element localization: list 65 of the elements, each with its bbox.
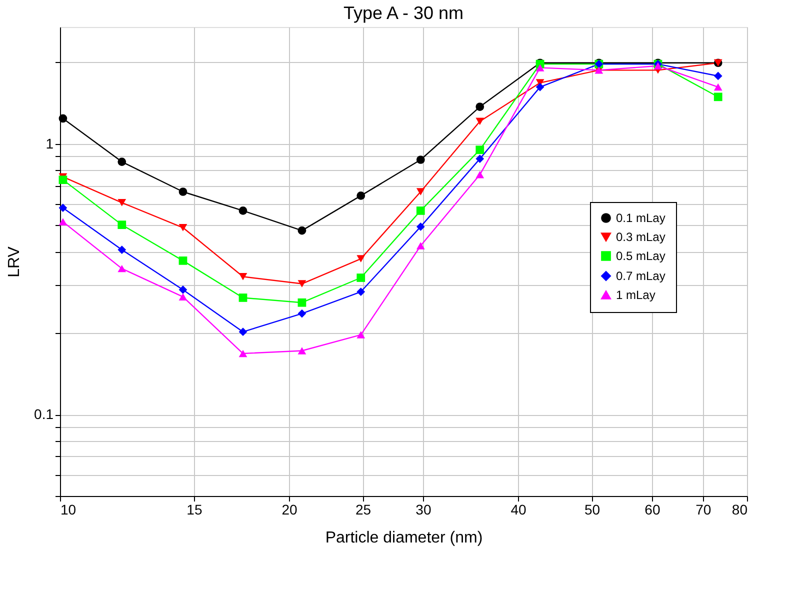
point xyxy=(298,347,306,354)
point xyxy=(118,246,126,254)
point xyxy=(298,280,306,288)
legend-label: 0.7 mLay xyxy=(616,269,666,283)
point xyxy=(58,114,68,123)
point xyxy=(178,293,188,300)
point xyxy=(536,82,544,92)
chart-title: Type A - 30 nm xyxy=(343,3,464,23)
x-tick-label: 10 xyxy=(60,502,76,518)
point xyxy=(416,242,425,250)
point xyxy=(714,92,722,102)
point xyxy=(118,220,126,229)
point xyxy=(416,188,425,196)
point xyxy=(178,224,188,232)
point xyxy=(178,188,188,196)
legend-label: 0.3 mLay xyxy=(616,230,666,244)
point xyxy=(476,102,484,111)
point xyxy=(238,328,248,336)
point xyxy=(416,206,425,215)
legend-label: 0.5 mLay xyxy=(616,249,666,263)
point xyxy=(356,274,366,282)
point xyxy=(356,255,366,262)
x-tick-label: 20 xyxy=(282,502,298,518)
point xyxy=(298,298,306,307)
point xyxy=(416,156,425,164)
point xyxy=(118,199,126,206)
point xyxy=(416,222,425,231)
y-tick-label: 1 xyxy=(46,135,54,152)
x-tick-label: 80 xyxy=(732,502,748,518)
x-tick-label: 30 xyxy=(416,502,432,518)
y-tick-label: 0.1 xyxy=(34,406,54,422)
point xyxy=(238,206,248,215)
point xyxy=(58,204,68,212)
x-tick-label: 50 xyxy=(584,502,600,518)
point xyxy=(178,256,188,265)
point xyxy=(536,64,544,72)
y-axis-title: LRV xyxy=(6,246,24,278)
point xyxy=(118,158,126,166)
x-tick-label: 60 xyxy=(644,502,660,518)
x-tick-label: 25 xyxy=(355,502,372,518)
point xyxy=(58,176,68,184)
x-tick-label: 70 xyxy=(696,502,712,518)
point xyxy=(356,192,366,200)
point xyxy=(298,309,306,318)
point xyxy=(238,294,248,302)
legend-label: 1 mLay xyxy=(616,288,656,302)
point xyxy=(356,288,366,296)
point xyxy=(298,226,306,235)
point xyxy=(476,146,484,154)
x-axis-title: Particle diameter (nm) xyxy=(325,530,483,546)
point xyxy=(118,264,126,272)
point xyxy=(178,286,188,294)
x-tick-label: 15 xyxy=(186,502,202,518)
point xyxy=(476,171,484,178)
point xyxy=(654,62,662,70)
point xyxy=(238,273,248,280)
point xyxy=(476,154,484,163)
x-tick-label: 40 xyxy=(510,502,526,518)
point xyxy=(356,331,366,338)
legend-label: 0.1 mLay xyxy=(616,211,666,225)
point xyxy=(476,118,484,125)
point xyxy=(58,218,68,226)
point xyxy=(714,83,722,91)
point xyxy=(238,350,248,358)
point xyxy=(714,72,722,80)
